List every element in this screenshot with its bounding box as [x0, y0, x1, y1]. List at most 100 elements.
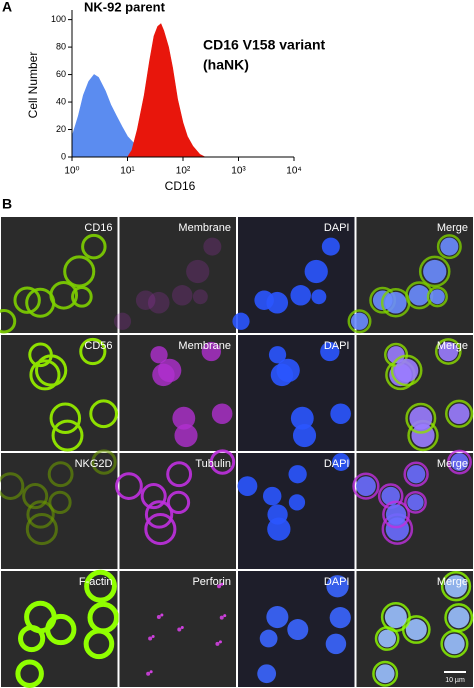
cell — [326, 575, 349, 598]
cell — [259, 629, 278, 648]
micrograph: DAPI — [237, 570, 356, 688]
channel-label: Tubulin — [195, 458, 231, 470]
cell — [211, 403, 233, 425]
cell — [423, 259, 447, 284]
micrograph: Merge — [347, 216, 474, 334]
channel-label: Merge — [437, 340, 468, 352]
cell — [157, 358, 182, 383]
annotation: (haNK) — [203, 57, 249, 73]
cell — [89, 399, 118, 429]
y-tick-label: 60 — [56, 69, 66, 79]
cell — [35, 354, 68, 387]
cell — [13, 286, 41, 314]
cell — [287, 619, 309, 641]
cell — [448, 403, 470, 425]
micrograph: Merge 10 µm — [355, 570, 474, 688]
micrograph: Tubulin — [115, 449, 237, 570]
cell-outline — [426, 286, 448, 308]
cell-dot — [156, 615, 161, 620]
micrograph: CD16 — [0, 216, 119, 334]
channel-label: NKG2D — [75, 458, 113, 470]
x-axis-label: CD16 — [165, 179, 196, 193]
cell — [0, 472, 25, 500]
channel-label: DAPI — [324, 222, 350, 234]
channel-label: Perforin — [192, 576, 231, 588]
cell — [387, 346, 405, 364]
cell — [115, 472, 143, 500]
cell — [444, 575, 468, 598]
cell-dot — [160, 613, 164, 617]
cell-outline — [382, 500, 411, 529]
micrograph: F-actin — [0, 569, 120, 688]
cell — [262, 486, 282, 506]
cell — [172, 406, 196, 430]
cell-dot — [215, 641, 220, 646]
cell-dot — [148, 636, 153, 641]
cell-dot — [180, 626, 184, 630]
micrograph: DAPI — [237, 452, 356, 570]
cell — [405, 619, 427, 641]
cell-outline — [418, 255, 451, 288]
image-background — [0, 334, 119, 452]
cell — [450, 453, 469, 471]
cell — [26, 500, 55, 529]
cell — [25, 513, 58, 546]
cell-dot — [223, 614, 227, 618]
cell — [49, 402, 82, 434]
cell-outline — [440, 571, 472, 602]
cell — [266, 291, 289, 314]
cell — [22, 483, 49, 510]
cell — [329, 607, 351, 629]
cell — [378, 629, 397, 648]
x-tick-label: 10¹ — [120, 166, 135, 177]
cell-dot — [177, 627, 182, 632]
cell — [406, 465, 426, 484]
cell — [174, 423, 198, 448]
channel-label: F-actin — [79, 576, 113, 588]
cell — [91, 449, 117, 475]
cell — [24, 600, 57, 634]
cell-dot — [146, 671, 151, 676]
cell — [304, 259, 328, 284]
x-tick-label: 10³ — [231, 166, 246, 177]
cell — [375, 664, 395, 684]
image-background — [0, 216, 119, 334]
cell — [321, 237, 340, 256]
cell — [0, 309, 17, 334]
cell-dot — [151, 635, 155, 639]
channel-label: CD16 — [84, 222, 112, 234]
cell — [384, 291, 407, 314]
channel-label: Merge — [437, 576, 468, 588]
micrograph: NKG2D — [0, 449, 119, 570]
cell — [448, 607, 470, 629]
cell-outline — [445, 399, 474, 428]
cell — [192, 289, 208, 305]
cell-dot — [219, 615, 224, 620]
x-tick-label: 10² — [176, 166, 191, 177]
cell — [203, 237, 222, 256]
cell — [408, 285, 430, 306]
channel-label: Merge — [437, 458, 468, 470]
channel-label: Membrane — [178, 340, 231, 352]
cell — [29, 359, 61, 391]
x-tick-label: 10⁰ — [64, 166, 79, 177]
cell — [144, 500, 174, 529]
scale-bar-label: 10 µm — [445, 677, 465, 684]
micrograph: Perforin — [118, 570, 237, 688]
cell — [320, 341, 340, 362]
cell-outline — [404, 490, 427, 514]
cell — [290, 406, 314, 430]
cell-outline — [436, 234, 462, 260]
cell — [267, 504, 288, 525]
cell — [394, 358, 419, 383]
cell — [409, 406, 433, 430]
cell-outline — [380, 602, 411, 633]
cell — [144, 513, 177, 546]
cell — [276, 358, 300, 383]
cell — [79, 337, 107, 366]
cell — [150, 346, 168, 364]
cell-outline — [405, 402, 437, 434]
cell-outline — [444, 603, 474, 633]
micrograph: Membrane — [118, 334, 237, 452]
